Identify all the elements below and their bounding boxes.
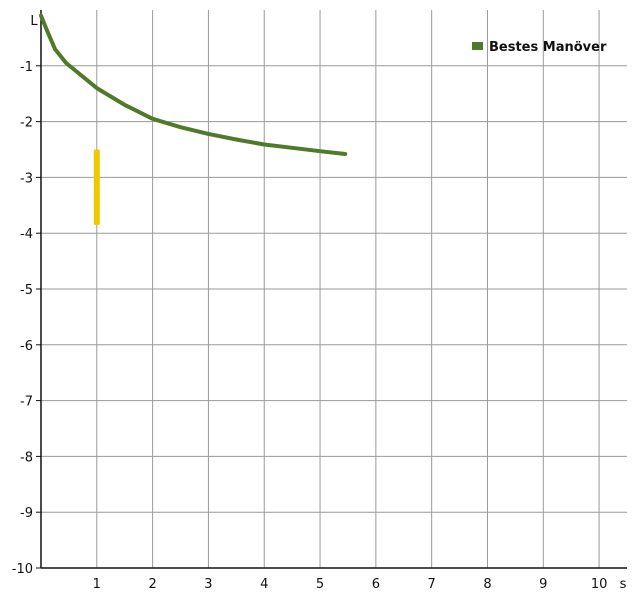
legend-label-bestes-manoever: Bestes Manöver: [489, 40, 607, 55]
x-tick-label: 3: [204, 577, 212, 592]
y-tick-label: -10: [12, 562, 33, 577]
y-tick-label: -5: [20, 283, 33, 298]
y-tick-label: -3: [20, 171, 33, 186]
legend-swatch: [472, 42, 483, 50]
x-tick-label: 6: [372, 577, 380, 592]
y-tick-label: -4: [20, 227, 33, 242]
y-tick-label: -7: [20, 395, 33, 410]
y-axis-label: L: [30, 14, 38, 29]
grid-lines: [36, 10, 627, 569]
x-tick-label: 10: [591, 577, 608, 592]
annotations: [93, 149, 100, 225]
x-tick-label: 7: [428, 577, 436, 592]
x-tick-label: 2: [148, 577, 156, 592]
x-tick-label: 1: [93, 577, 101, 592]
highlight-bar: [93, 149, 100, 225]
y-tick-labels: -1 -2 -3 -4 -5 -6 -7 -8 -9 -10: [12, 60, 33, 577]
y-tick-label: -9: [20, 506, 33, 521]
x-axis-label: s: [620, 577, 627, 592]
x-tick-labels: 1 2 3 4 5 6 7 8 9 10: [93, 577, 608, 592]
y-tick-label: -2: [20, 116, 33, 131]
series-lines: [39, 13, 348, 156]
y-tick-label: -8: [20, 450, 33, 465]
legend: Bestes Manöver: [472, 40, 607, 55]
x-tick-label: 8: [483, 577, 491, 592]
y-tick-label: -1: [20, 60, 33, 75]
x-tick-label: 5: [316, 577, 324, 592]
x-tick-label: 9: [539, 577, 547, 592]
x-tick-label: 4: [260, 577, 268, 592]
series-line: [39, 13, 348, 156]
y-tick-label: -6: [20, 339, 33, 354]
